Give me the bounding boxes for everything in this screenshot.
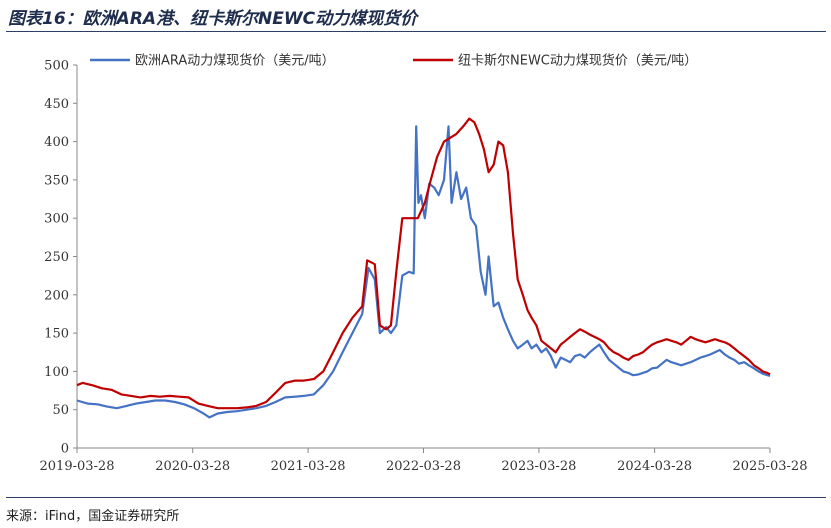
source-divider — [6, 497, 826, 498]
y-tick-label: 350 — [44, 173, 69, 188]
legend: 欧洲ARA动力煤现货价（美元/吨） 纽卡斯尔NEWC动力煤现货价（美元/吨） — [90, 53, 697, 69]
axes-layer: 0 50 100 150 200 250 300 350 400 450 500 2019-03-28… — [40, 59, 808, 475]
x-tick-label: 2023-03-28 — [501, 459, 576, 474]
y-tick-label: 400 — [44, 135, 69, 150]
x-tick-label: 2020-03-28 — [155, 459, 230, 474]
x-tick-label: 2022-03-28 — [386, 459, 461, 474]
y-tick-label: 100 — [44, 365, 69, 380]
series-layer — [76, 117, 771, 419]
legend-label-0: 欧洲ARA动力煤现货价（美元/吨） — [135, 53, 335, 69]
y-tick-label: 50 — [52, 403, 69, 418]
y-tick-label: 300 — [44, 212, 69, 227]
x-tick-label: 2019-03-28 — [40, 459, 115, 474]
y-tick-label: 150 — [44, 327, 69, 342]
title-divider — [6, 31, 826, 32]
legend-label-1: 纽卡斯尔NEWC动力煤现货价（美元/吨） — [458, 53, 697, 69]
chart-title: 图表16：欧洲ARA港、纽卡斯尔NEWC动力煤现货价 — [8, 9, 418, 29]
series-line-0 — [76, 125, 771, 419]
series-line-1 — [76, 117, 771, 410]
line-chart: 0 50 100 150 200 250 300 350 400 450 500 2019-03-28… — [40, 53, 808, 475]
y-tick-label: 0 — [61, 442, 69, 457]
source-note: 来源：iFind，国金证券研究所 — [6, 509, 180, 524]
y-tick-label: 200 — [44, 288, 69, 303]
y-tick-label: 500 — [44, 59, 69, 74]
y-tick-label: 250 — [44, 250, 69, 265]
y-tick-label: 450 — [44, 97, 69, 112]
x-tick-label: 2024-03-28 — [617, 459, 692, 474]
x-tick-label: 2021-03-28 — [271, 459, 346, 474]
x-tick-label: 2025-03-28 — [733, 459, 808, 474]
